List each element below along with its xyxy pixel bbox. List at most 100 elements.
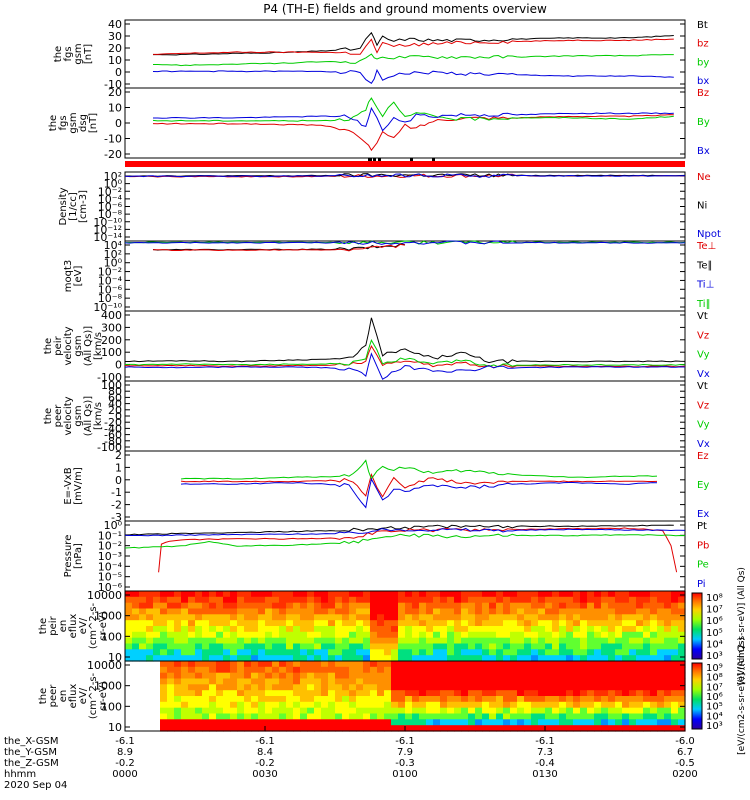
spectrogram-cell	[426, 637, 434, 645]
spectrogram-cell	[384, 608, 392, 615]
spectrogram-cell	[643, 631, 651, 639]
spectrogram-cell	[244, 696, 252, 703]
spectrogram-cell	[412, 707, 420, 715]
spectrogram-cell	[566, 637, 574, 645]
y-axis-label: velocity	[63, 326, 74, 365]
spectrogram-cell	[188, 614, 196, 621]
spectrogram-cell	[160, 719, 168, 726]
spectrogram-cell	[524, 626, 532, 633]
spectrogram-cell	[258, 602, 266, 610]
spectrogram-cell	[209, 596, 217, 604]
spectrogram-cell	[125, 637, 133, 645]
spectrogram-cell	[468, 701, 476, 709]
spectrogram-cell	[300, 678, 308, 685]
spectrogram-cell	[377, 643, 385, 650]
spectrogram-cell	[419, 637, 427, 645]
spectrogram-cell	[566, 678, 574, 685]
spectrogram-cell	[552, 696, 560, 703]
spectrogram-cell	[132, 649, 140, 656]
spectrogram-cell	[244, 620, 252, 627]
spectrogram-cell	[671, 620, 679, 627]
spectrogram-cell	[594, 643, 602, 650]
y-tick-label: 400	[101, 309, 122, 322]
legend-entry: Bz	[697, 88, 709, 99]
spectrogram-cell	[216, 637, 224, 645]
spectrogram-cell	[398, 696, 406, 703]
spectrogram-cell	[482, 626, 490, 633]
spectrogram-cell	[314, 608, 322, 615]
spectrogram-cell	[188, 643, 196, 650]
spectrogram-cell	[496, 608, 504, 615]
spectrogram-cell	[209, 719, 217, 726]
spectrogram-cell	[328, 608, 336, 615]
spectrogram-cell	[286, 701, 294, 709]
spectrogram-cell	[321, 690, 329, 697]
y-tick-label: 20	[108, 86, 122, 99]
spectrogram-cell	[580, 626, 588, 633]
spectrogram-cell	[174, 684, 182, 691]
spectrogram-cell	[125, 631, 133, 639]
spectrogram-cell	[370, 608, 378, 615]
spectrogram-cell	[363, 678, 371, 685]
spectrogram-cell	[160, 649, 168, 656]
spectrogram-cell	[461, 596, 469, 604]
spectrogram-cell	[671, 672, 679, 680]
legend-entry: Te⊥	[696, 241, 716, 252]
spectrogram-cell	[251, 608, 259, 615]
spectrogram-cell	[426, 666, 434, 674]
spectrogram-cell	[398, 666, 406, 674]
x-row-label: 2020 Sep 04	[4, 780, 67, 791]
series-line-Bz	[152, 114, 674, 152]
spectrogram-cell	[209, 707, 217, 715]
spectrogram-cell	[664, 608, 672, 615]
spectrogram-cell	[307, 631, 315, 639]
spectrogram-cell	[531, 643, 539, 650]
spectrogram-cell	[223, 666, 231, 674]
spectrogram-cell	[629, 678, 637, 685]
spectrogram-cell	[265, 637, 273, 645]
quality-flag-bar	[125, 161, 685, 167]
spectrogram-cell	[384, 620, 392, 627]
colorbar-tick-label: 10⁸	[706, 593, 723, 604]
spectrogram-cell	[657, 684, 665, 691]
spectrogram-cell	[279, 608, 287, 615]
spectrogram-cell	[482, 637, 490, 645]
spectrogram-cell	[146, 620, 154, 627]
spectrogram-cell	[405, 608, 413, 615]
spectrogram-cell	[244, 707, 252, 715]
spectrogram-cell	[377, 649, 385, 656]
spectrogram-cell	[440, 614, 448, 621]
spectrogram-cell	[377, 637, 385, 645]
spectrogram-cell	[545, 719, 553, 726]
spectrogram-cell	[475, 614, 483, 621]
spectrogram-cell	[587, 725, 595, 732]
spectrogram-cell	[188, 690, 196, 697]
spectrogram-cell	[531, 591, 539, 598]
spectrogram-cell	[132, 643, 140, 650]
x-tick-label-zgsm: -0.3	[395, 758, 415, 769]
spectrogram-cell	[517, 707, 525, 715]
spectrogram-cell	[566, 661, 574, 668]
spectrogram-cell	[384, 684, 392, 691]
spectrogram-cell	[503, 608, 511, 615]
spectrogram-cell	[538, 614, 546, 621]
spectrogram-cell	[503, 637, 511, 645]
spectrogram-cell	[237, 596, 245, 604]
spectrogram-cell	[405, 596, 413, 604]
spectrogram-cell	[664, 620, 672, 627]
spectrogram-cell	[622, 707, 630, 715]
spectrogram-cell	[195, 649, 203, 656]
spectrogram-cell	[650, 620, 658, 627]
y-axis-label: sr-eV)	[98, 681, 109, 710]
spectrogram-cell	[468, 666, 476, 674]
spectrogram-cell	[251, 684, 259, 691]
spectrogram-cell	[251, 655, 259, 662]
legend-entry: bx	[697, 76, 709, 87]
spectrogram-cell	[671, 719, 679, 726]
spectrogram-cell	[146, 608, 154, 615]
spectrogram-cell	[167, 684, 175, 691]
spectrogram-cell	[608, 591, 616, 598]
spectrogram-cell	[566, 701, 574, 709]
spectrogram-cell	[671, 608, 679, 615]
spectrogram-cell	[370, 643, 378, 650]
